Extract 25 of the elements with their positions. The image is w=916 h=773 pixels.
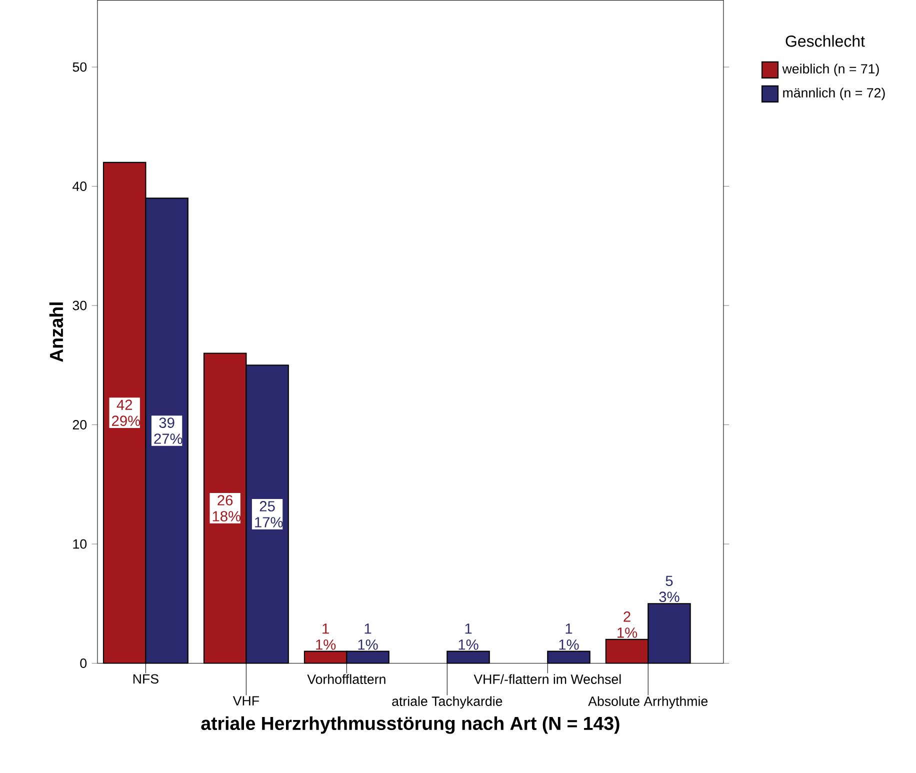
legend-title: Geschlecht [786,35,865,47]
data-label: 1 1% [316,624,336,650]
x-tick-label: Vorhofflattern [307,674,386,684]
data-label: 1 1% [358,624,378,650]
data-label: 2 1% [618,612,638,638]
x-tick-label: NFS [133,674,158,684]
y-tick-label: 30 [72,300,87,310]
y-tick-label: 10 [73,539,87,549]
data-label: 42 29% [112,400,140,426]
x-tick-label: atriale Tachykardie [392,696,502,709]
data-label: 26 18% [212,495,241,522]
y-tick-label: 20 [72,420,87,430]
data-label: 5 3% [659,576,680,602]
y-tick-label: 40 [72,182,87,192]
x-axis-title: atriale Herzrhythmusstörung nach Art (N = 143) [201,716,620,734]
y-tick-label: 50 [72,62,87,72]
x-tick-label: VHF [232,696,259,706]
y-tick-label: 0 [80,658,87,668]
y-axis-title: Anzahl [49,302,64,362]
x-tick-label: VHF/-flattern im Wechsel [474,674,621,684]
x-tick-label: Absolute Arrhythmie [588,696,708,709]
legend-label: weiblich (n = 71) [782,64,879,76]
data-label: 1 1% [559,624,579,650]
legend-label: männlich (n = 72) [783,88,885,100]
data-label: 1 1% [458,624,478,650]
